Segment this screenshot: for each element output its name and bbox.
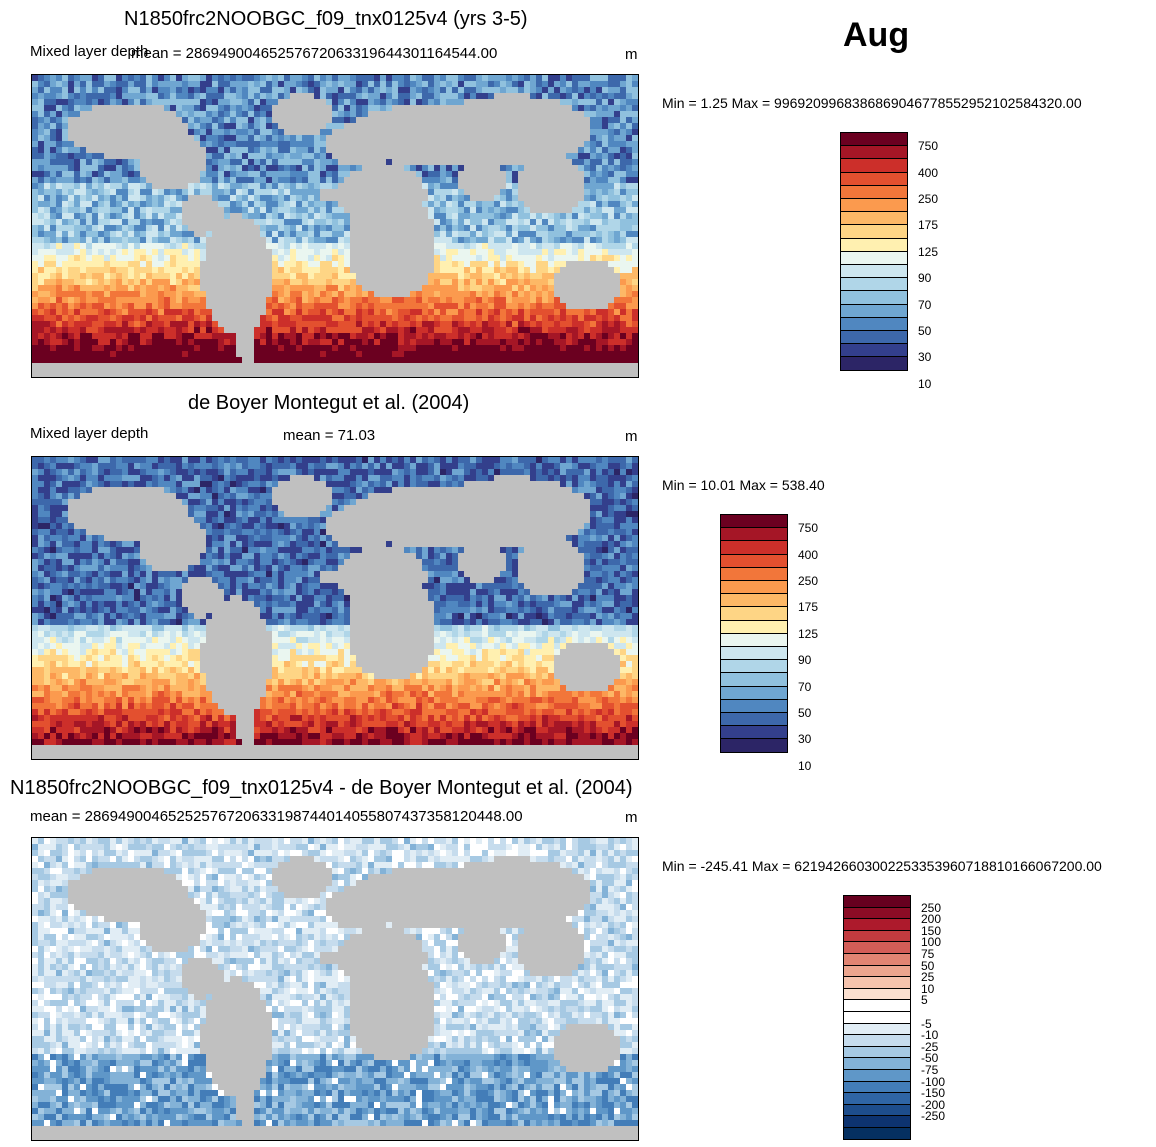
colorbar-box — [840, 237, 908, 252]
colorbar-label: 250 — [798, 574, 819, 588]
colorbar-label: 25 — [921, 970, 935, 985]
colorbar-label: 175 — [798, 600, 819, 615]
colorbar-label: 30 — [798, 732, 812, 747]
colorbar-box — [720, 685, 788, 700]
colorbar-label: 50 — [921, 958, 935, 973]
colorbar-label: 90 — [798, 653, 812, 668]
colorbar-box — [840, 145, 908, 160]
colorbar-label: 50 — [798, 706, 812, 720]
colorbar-label: -150 — [921, 1086, 946, 1101]
colorbar-box — [720, 593, 788, 608]
panel1-mean: mean = 286949004652576720633196443011645… — [131, 45, 498, 62]
colorbar-box — [840, 330, 908, 345]
colorbar-label: 70 — [798, 679, 812, 694]
colorbar-box — [840, 132, 908, 147]
colorbar-box — [720, 540, 788, 555]
colorbar-label: 125 — [918, 244, 939, 259]
panel2-left-label: Mixed layer depth — [30, 425, 149, 442]
colorbar-box — [840, 303, 908, 318]
panel1-units: m — [625, 46, 638, 63]
panel1-map — [31, 74, 639, 378]
colorbar-label: 400 — [798, 547, 819, 562]
colorbar-label: 125 — [798, 626, 819, 641]
colorbar-label: 250 — [921, 900, 942, 915]
colorbar-label: 50 — [918, 324, 932, 338]
colorbar-box — [720, 698, 788, 713]
colorbar-box — [840, 171, 908, 186]
colorbar-box — [720, 632, 788, 647]
colorbar-label: 10 — [798, 758, 812, 773]
colorbar-box — [840, 290, 908, 305]
panel3-title: N1850frc2NOOBGC_f09_tnx0125v4 - de Boyer… — [10, 777, 633, 799]
panel1-left-label: Mixed layer depth — [30, 43, 149, 60]
colorbar-label: 30 — [918, 350, 932, 365]
panel2-title: de Boyer Montegut et al. (2004) — [188, 392, 470, 414]
colorbar-label: 5 — [921, 993, 928, 1008]
panel3-units: m — [625, 809, 638, 826]
colorbar-label: -100 — [921, 1074, 946, 1089]
colorbar-label: 10 — [918, 376, 932, 391]
colorbar-label: 70 — [918, 297, 932, 312]
colorbar-label: -200 — [921, 1097, 946, 1112]
colorbar-box — [720, 606, 788, 621]
colorbar-box — [840, 264, 908, 279]
colorbar-box — [720, 566, 788, 581]
colorbar-label: -75 — [921, 1063, 939, 1077]
colorbar-label: 200 — [921, 912, 942, 927]
colorbar-label: 400 — [918, 165, 939, 180]
colorbar-box — [840, 250, 908, 265]
colorbar-label: 250 — [918, 192, 939, 206]
colorbar-box — [840, 224, 908, 239]
colorbar-label: -10 — [921, 1028, 939, 1043]
panel1-title: N1850frc2NOOBGC_f09_tnx0125v4 (yrs 3-5) — [124, 8, 528, 30]
colorbar-label: -50 — [921, 1051, 939, 1066]
colorbar-label: 75 — [921, 947, 935, 961]
colorbar-box — [840, 184, 908, 199]
panel2-map — [31, 456, 639, 760]
colorbar-label: 750 — [798, 521, 819, 536]
colorbar-box — [843, 1127, 911, 1140]
colorbar-label: -5 — [921, 1016, 932, 1031]
panel2-minmax: Min = 10.01 Max = 538.40 — [662, 477, 825, 493]
colorbar-box — [840, 158, 908, 173]
panel3-minmax: Min = -245.41 Max = 62194266030022533539… — [662, 858, 1102, 874]
panel3-map — [31, 837, 639, 1141]
colorbar-box — [840, 356, 908, 371]
colorbar-box — [720, 659, 788, 674]
colorbar-box — [840, 277, 908, 292]
month-label: Aug — [843, 16, 910, 54]
panel2-units: m — [625, 428, 638, 445]
colorbar-box — [840, 211, 908, 226]
panel2-mean: mean = 71.03 — [283, 427, 376, 444]
colorbar-box — [720, 619, 788, 634]
colorbar-box — [720, 527, 788, 542]
colorbar-label: 175 — [918, 218, 939, 233]
colorbar-box — [720, 514, 788, 529]
colorbar-label: 10 — [921, 981, 935, 996]
colorbar-box — [720, 646, 788, 661]
colorbar-box — [840, 198, 908, 213]
colorbar-box — [720, 553, 788, 568]
colorbar-label: -250 — [921, 1109, 946, 1124]
colorbar-box — [840, 343, 908, 358]
colorbar-label: 100 — [921, 935, 942, 950]
colorbar-label: -25 — [921, 1039, 939, 1054]
colorbar-box — [840, 316, 908, 331]
colorbar-box — [720, 725, 788, 740]
colorbar-box — [720, 712, 788, 727]
colorbar-box — [720, 672, 788, 687]
colorbar-label: 150 — [921, 923, 942, 938]
colorbar-box — [720, 738, 788, 753]
colorbar-label: 750 — [918, 139, 939, 154]
panel3-mean: mean = 286949004652525767206331987440140… — [30, 808, 523, 825]
colorbar-label: 90 — [918, 271, 932, 286]
colorbar-box — [720, 580, 788, 595]
panel1-minmax: Min = 1.25 Max = 99692099683868690467785… — [662, 95, 1082, 111]
